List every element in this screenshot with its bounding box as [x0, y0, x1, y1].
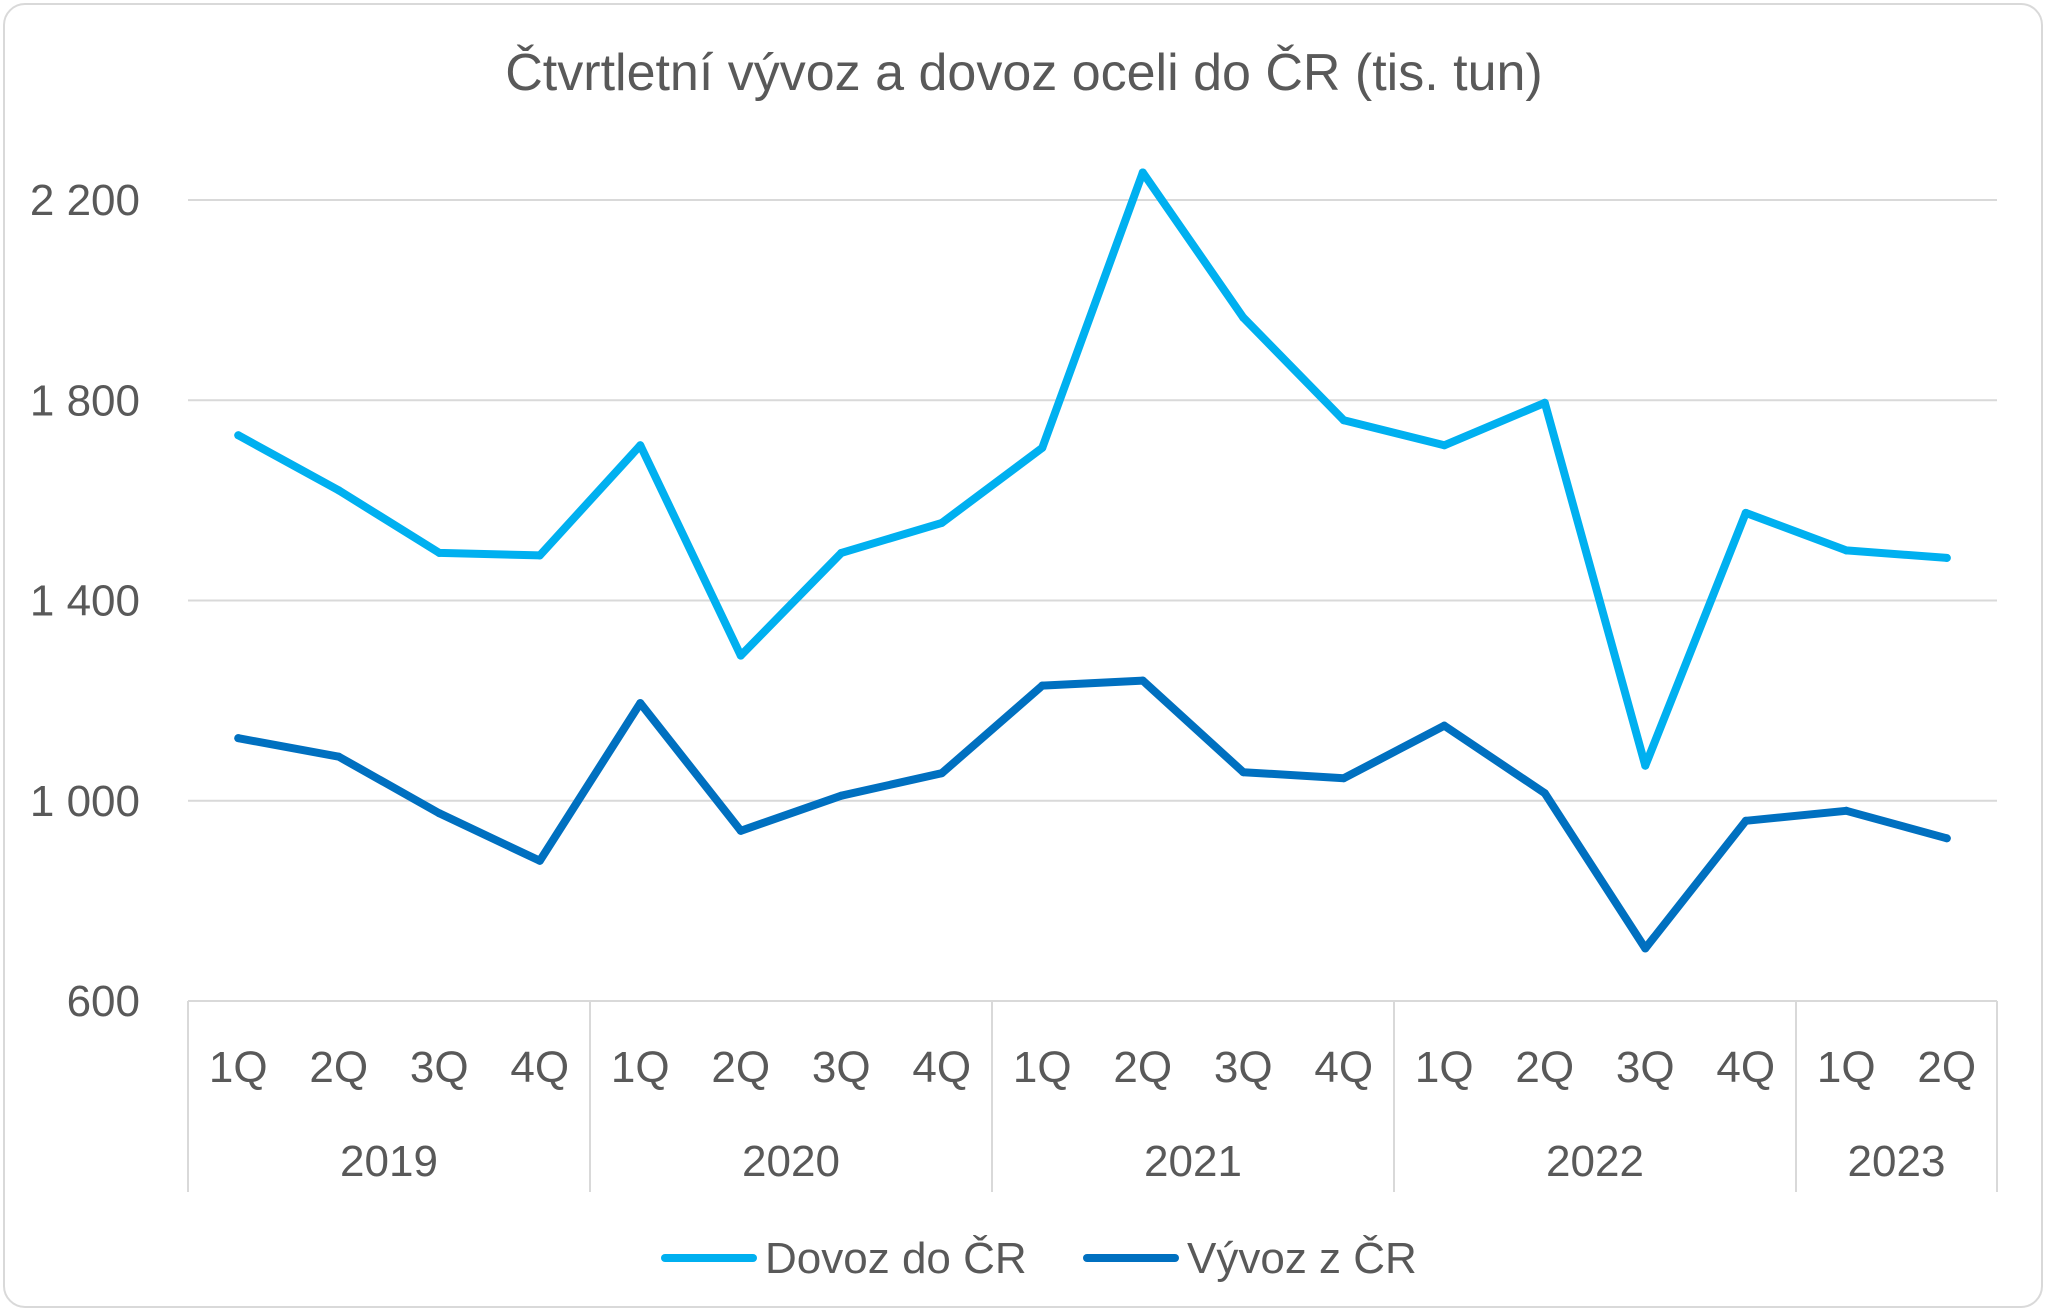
- data-point: [535, 551, 544, 560]
- data-point: [435, 809, 444, 818]
- data-point: [1138, 168, 1147, 177]
- data-point: [1038, 681, 1047, 690]
- data-point: [736, 651, 745, 660]
- x-tick-label: 2Q: [711, 1043, 770, 1092]
- data-point: [334, 486, 343, 495]
- legend-label: Vývoz z ČR: [1187, 1233, 1417, 1283]
- data-point: [837, 791, 846, 800]
- x-axis: 1Q 2Q 3Q 4Q 1Q 2Q 3Q 4Q 1Q 2Q 3Q 4Q 1Q 2Q 3Q 4Q 1Q 2Q 2019…: [187, 1000, 1998, 1192]
- data-point: [1440, 721, 1449, 730]
- data-point: [636, 441, 645, 450]
- x-tick-label: 1Q: [209, 1043, 268, 1092]
- data-point: [937, 769, 946, 778]
- data-point: [1239, 768, 1248, 777]
- x-tick-label: 4Q: [912, 1043, 971, 1092]
- data-point: [1842, 546, 1851, 555]
- year-group-label: 2020: [742, 1137, 840, 1186]
- data-point: [435, 548, 444, 557]
- x-tick-label: 1Q: [611, 1043, 670, 1092]
- data-point: [1540, 398, 1549, 407]
- series-lines: [234, 168, 1951, 953]
- data-point: [234, 431, 243, 440]
- chart-frame: [3, 3, 2043, 1308]
- y-tick-label: 1 800: [30, 376, 140, 425]
- x-tick-label: 2Q: [1113, 1043, 1172, 1092]
- gridlines: [188, 199, 1997, 802]
- data-point: [1641, 761, 1650, 770]
- x-tick-label: 4Q: [1314, 1043, 1373, 1092]
- x-tick-label: 4Q: [1716, 1043, 1775, 1092]
- data-point: [937, 518, 946, 527]
- data-point: [535, 856, 544, 865]
- year-group-label: 2022: [1546, 1137, 1644, 1186]
- data-point: [1540, 789, 1549, 798]
- data-point: [1440, 441, 1449, 450]
- data-point: [1741, 816, 1750, 825]
- x-tick-label: 2Q: [1917, 1043, 1976, 1092]
- data-point: [1339, 416, 1348, 425]
- data-point: [1741, 508, 1750, 517]
- data-point: [1339, 774, 1348, 783]
- data-point: [334, 752, 343, 761]
- data-point: [1942, 553, 1951, 562]
- legend: Dovoz do ČR Vývoz z ČR: [661, 1233, 1417, 1283]
- data-point: [736, 826, 745, 835]
- series-line-1: [234, 168, 1951, 770]
- x-tick-label: 2Q: [1515, 1043, 1574, 1092]
- y-tick-label: 1 000: [30, 777, 140, 826]
- year-group-label: 2021: [1144, 1137, 1242, 1186]
- y-tick-label: 2 200: [30, 176, 140, 225]
- data-point: [1138, 676, 1147, 685]
- x-tick-label: 3Q: [812, 1043, 871, 1092]
- y-axis-ticks: 600 1 000 1 400 1 800 2 200: [30, 176, 140, 1026]
- year-group-label: 2023: [1848, 1137, 1946, 1186]
- legend-label: Dovoz do ČR: [765, 1233, 1027, 1283]
- x-tick-label: 4Q: [510, 1043, 569, 1092]
- x-tick-label: 3Q: [1616, 1043, 1675, 1092]
- x-tick-label: 3Q: [410, 1043, 469, 1092]
- x-tick-label: 2Q: [309, 1043, 368, 1092]
- data-point: [636, 699, 645, 708]
- data-point: [234, 734, 243, 743]
- data-point: [837, 548, 846, 557]
- data-point: [1842, 806, 1851, 815]
- chart-title: Čtvrtletní vývoz a dovoz oceli do ČR (ti…: [505, 44, 1543, 102]
- y-tick-label: 1 400: [30, 577, 140, 626]
- data-point: [1038, 443, 1047, 452]
- x-tick-label: 1Q: [1817, 1043, 1876, 1092]
- x-tick-label: 1Q: [1013, 1043, 1072, 1092]
- y-tick-label: 600: [67, 977, 140, 1026]
- data-point: [1942, 834, 1951, 843]
- data-point: [1641, 944, 1650, 953]
- year-group-label: 2019: [340, 1137, 438, 1186]
- series-line-2: [234, 676, 1951, 953]
- data-point: [1239, 313, 1248, 322]
- x-tick-label: 1Q: [1415, 1043, 1474, 1092]
- x-tick-label: 3Q: [1214, 1043, 1273, 1092]
